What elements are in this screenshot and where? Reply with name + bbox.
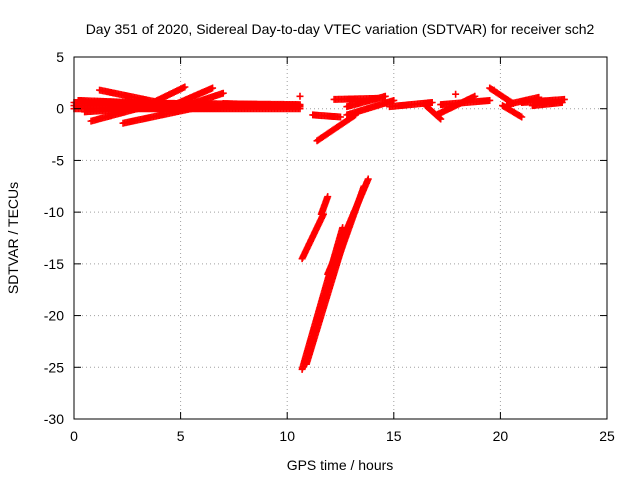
data-point — [381, 92, 389, 100]
y-tick-label: 5 — [56, 49, 64, 65]
data-point — [219, 89, 227, 97]
y-tick-label: -25 — [44, 359, 64, 375]
data-point-outlier — [296, 92, 304, 100]
x-tick-label: 0 — [70, 428, 78, 444]
data-point — [364, 175, 372, 183]
x-tick-label: 15 — [386, 428, 402, 444]
x-tick-label: 5 — [177, 428, 185, 444]
data-point — [486, 96, 494, 104]
x-axis-label: GPS time / hours — [287, 457, 394, 473]
data-points — [70, 83, 568, 373]
axis-ticks: 0 5 10 15 20 25 5 0 -5 -10 -15 -20 -25 -30 — [44, 49, 615, 444]
data-point — [296, 102, 304, 110]
y-tick-label: 0 — [56, 101, 64, 117]
data-point — [518, 113, 526, 121]
plot-frame — [73, 56, 608, 420]
y-tick-label: -5 — [52, 152, 65, 168]
data-point — [324, 193, 332, 201]
data-point — [437, 115, 445, 123]
chart-title: Day 351 of 2020, Sidereal Day-to-day VTE… — [86, 21, 595, 37]
data-point — [209, 84, 217, 92]
x-tick-label: 20 — [493, 428, 509, 444]
data-point — [558, 99, 566, 107]
data-point — [337, 113, 344, 121]
y-axis-label: SDTVAR / TECUs — [5, 182, 21, 294]
data-point-outlier — [452, 90, 460, 98]
y-tick-label: -15 — [44, 256, 64, 272]
data-point-outlier — [490, 86, 498, 94]
grid-lines — [74, 57, 607, 419]
data-point — [181, 83, 189, 91]
data-point — [360, 182, 368, 190]
x-tick-label: 10 — [279, 428, 295, 444]
y-tick-label: -20 — [44, 308, 64, 324]
y-tick-label: -10 — [44, 204, 64, 220]
data-point — [428, 99, 436, 107]
y-tick-label: -30 — [44, 411, 64, 427]
x-tick-label: 25 — [599, 428, 615, 444]
